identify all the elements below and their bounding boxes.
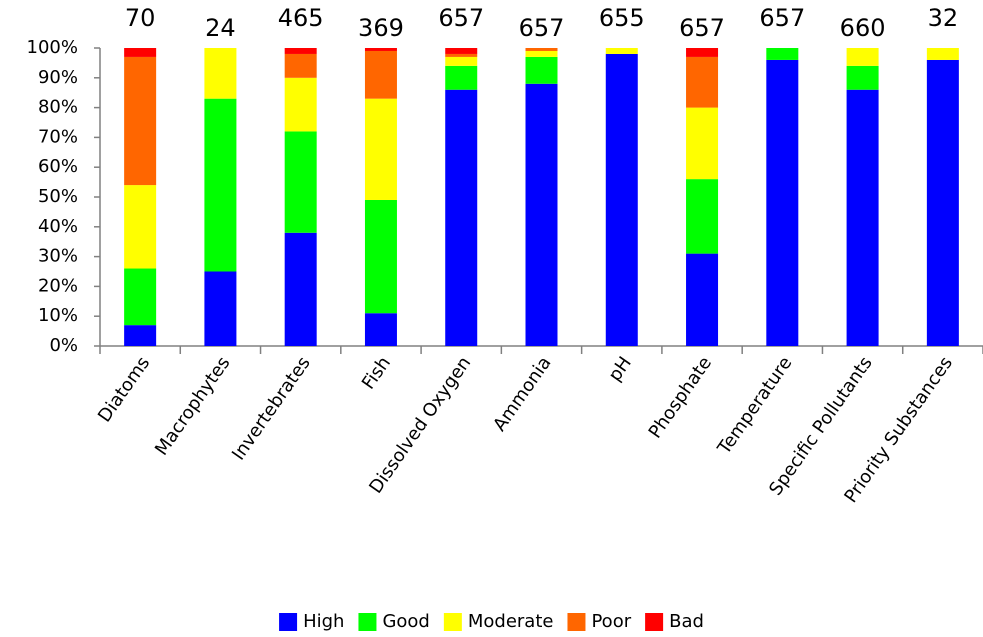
bar-segment — [124, 56, 157, 186]
bar-segment — [284, 232, 317, 346]
bar-segment — [445, 56, 478, 66]
y-tick-label: 60% — [38, 156, 78, 177]
bar-segment — [686, 56, 719, 108]
bar-segment — [766, 48, 799, 60]
bar-segment — [284, 131, 317, 233]
bar-segment — [204, 271, 237, 346]
count-label: 657 — [438, 4, 484, 32]
bar-segment — [525, 56, 558, 84]
bar-segment — [284, 77, 317, 132]
count-label: 655 — [599, 4, 645, 32]
bar-segment — [846, 89, 879, 346]
y-tick-label: 20% — [38, 275, 78, 296]
legend-label: Good — [382, 611, 429, 632]
bar-segment — [284, 53, 317, 78]
bar-segment — [525, 83, 558, 346]
y-tick-label: 10% — [38, 305, 78, 326]
y-tick-label: 30% — [38, 246, 78, 267]
y-tick-label: 50% — [38, 186, 78, 207]
bar-segment — [364, 313, 397, 346]
bar-segment — [686, 179, 719, 254]
bar-segment — [204, 48, 237, 99]
count-label: 24 — [205, 14, 236, 42]
bar-segment — [445, 65, 478, 90]
y-tick-label: 40% — [38, 216, 78, 237]
legend-label: Moderate — [468, 611, 554, 632]
bar-segment — [124, 185, 157, 269]
bar-segment — [445, 89, 478, 346]
count-label: 70 — [125, 4, 156, 32]
y-tick-label: 0% — [49, 335, 78, 356]
x-tick-label: Invertebrates — [228, 353, 315, 464]
bar-segment — [605, 48, 638, 54]
x-tick-label: Ammonia — [489, 353, 555, 435]
legend-swatch — [279, 613, 298, 631]
bar-segment — [124, 325, 157, 346]
y-tick-label: 80% — [38, 97, 78, 118]
count-label: 465 — [278, 4, 324, 32]
x-tick-label: Diatoms — [94, 353, 154, 426]
bar-segment — [124, 48, 157, 57]
bar-segment — [284, 48, 317, 54]
bar-segment — [124, 268, 157, 326]
y-tick-label: 100% — [27, 37, 78, 58]
x-tick-label: pH — [604, 353, 636, 385]
bar-segment — [445, 53, 478, 57]
bar-segment — [846, 65, 879, 90]
legend-swatch — [443, 613, 462, 631]
legend-label: Poor — [591, 611, 631, 632]
count-label: 660 — [840, 14, 886, 42]
x-tick-label: Macrophytes — [151, 353, 234, 460]
bar-segment — [364, 48, 397, 51]
bar-segment — [686, 48, 719, 57]
bar-segment — [686, 107, 719, 180]
bar-segment — [605, 53, 638, 347]
bar-segment — [364, 98, 397, 200]
bar-segment — [525, 50, 558, 57]
bar-segment — [846, 48, 879, 66]
bar-segment — [686, 253, 719, 346]
legend-swatch — [645, 613, 664, 631]
bar-segment — [364, 50, 397, 99]
bar-segment — [926, 59, 959, 347]
bar-segment — [364, 199, 397, 314]
y-tick-label: 90% — [38, 67, 78, 88]
legend-label: Bad — [669, 611, 704, 632]
x-tick-label: Fish — [358, 353, 395, 394]
legend-swatch — [358, 613, 377, 631]
bar-segment — [766, 59, 799, 347]
count-label: 369 — [358, 14, 404, 42]
count-label: 657 — [679, 14, 725, 42]
count-label: 32 — [928, 4, 959, 32]
count-label: 657 — [519, 14, 565, 42]
bar-segment — [525, 48, 558, 51]
x-tick-label: Phosphate — [645, 353, 716, 443]
x-tick-label: Temperature — [713, 353, 796, 459]
bar-segment — [445, 48, 478, 54]
legend-swatch — [567, 613, 586, 631]
y-tick-label: 70% — [38, 126, 78, 147]
bar-segment — [926, 48, 959, 60]
bar-segment — [204, 98, 237, 272]
legend-label: High — [303, 611, 344, 632]
count-label: 657 — [759, 4, 805, 32]
